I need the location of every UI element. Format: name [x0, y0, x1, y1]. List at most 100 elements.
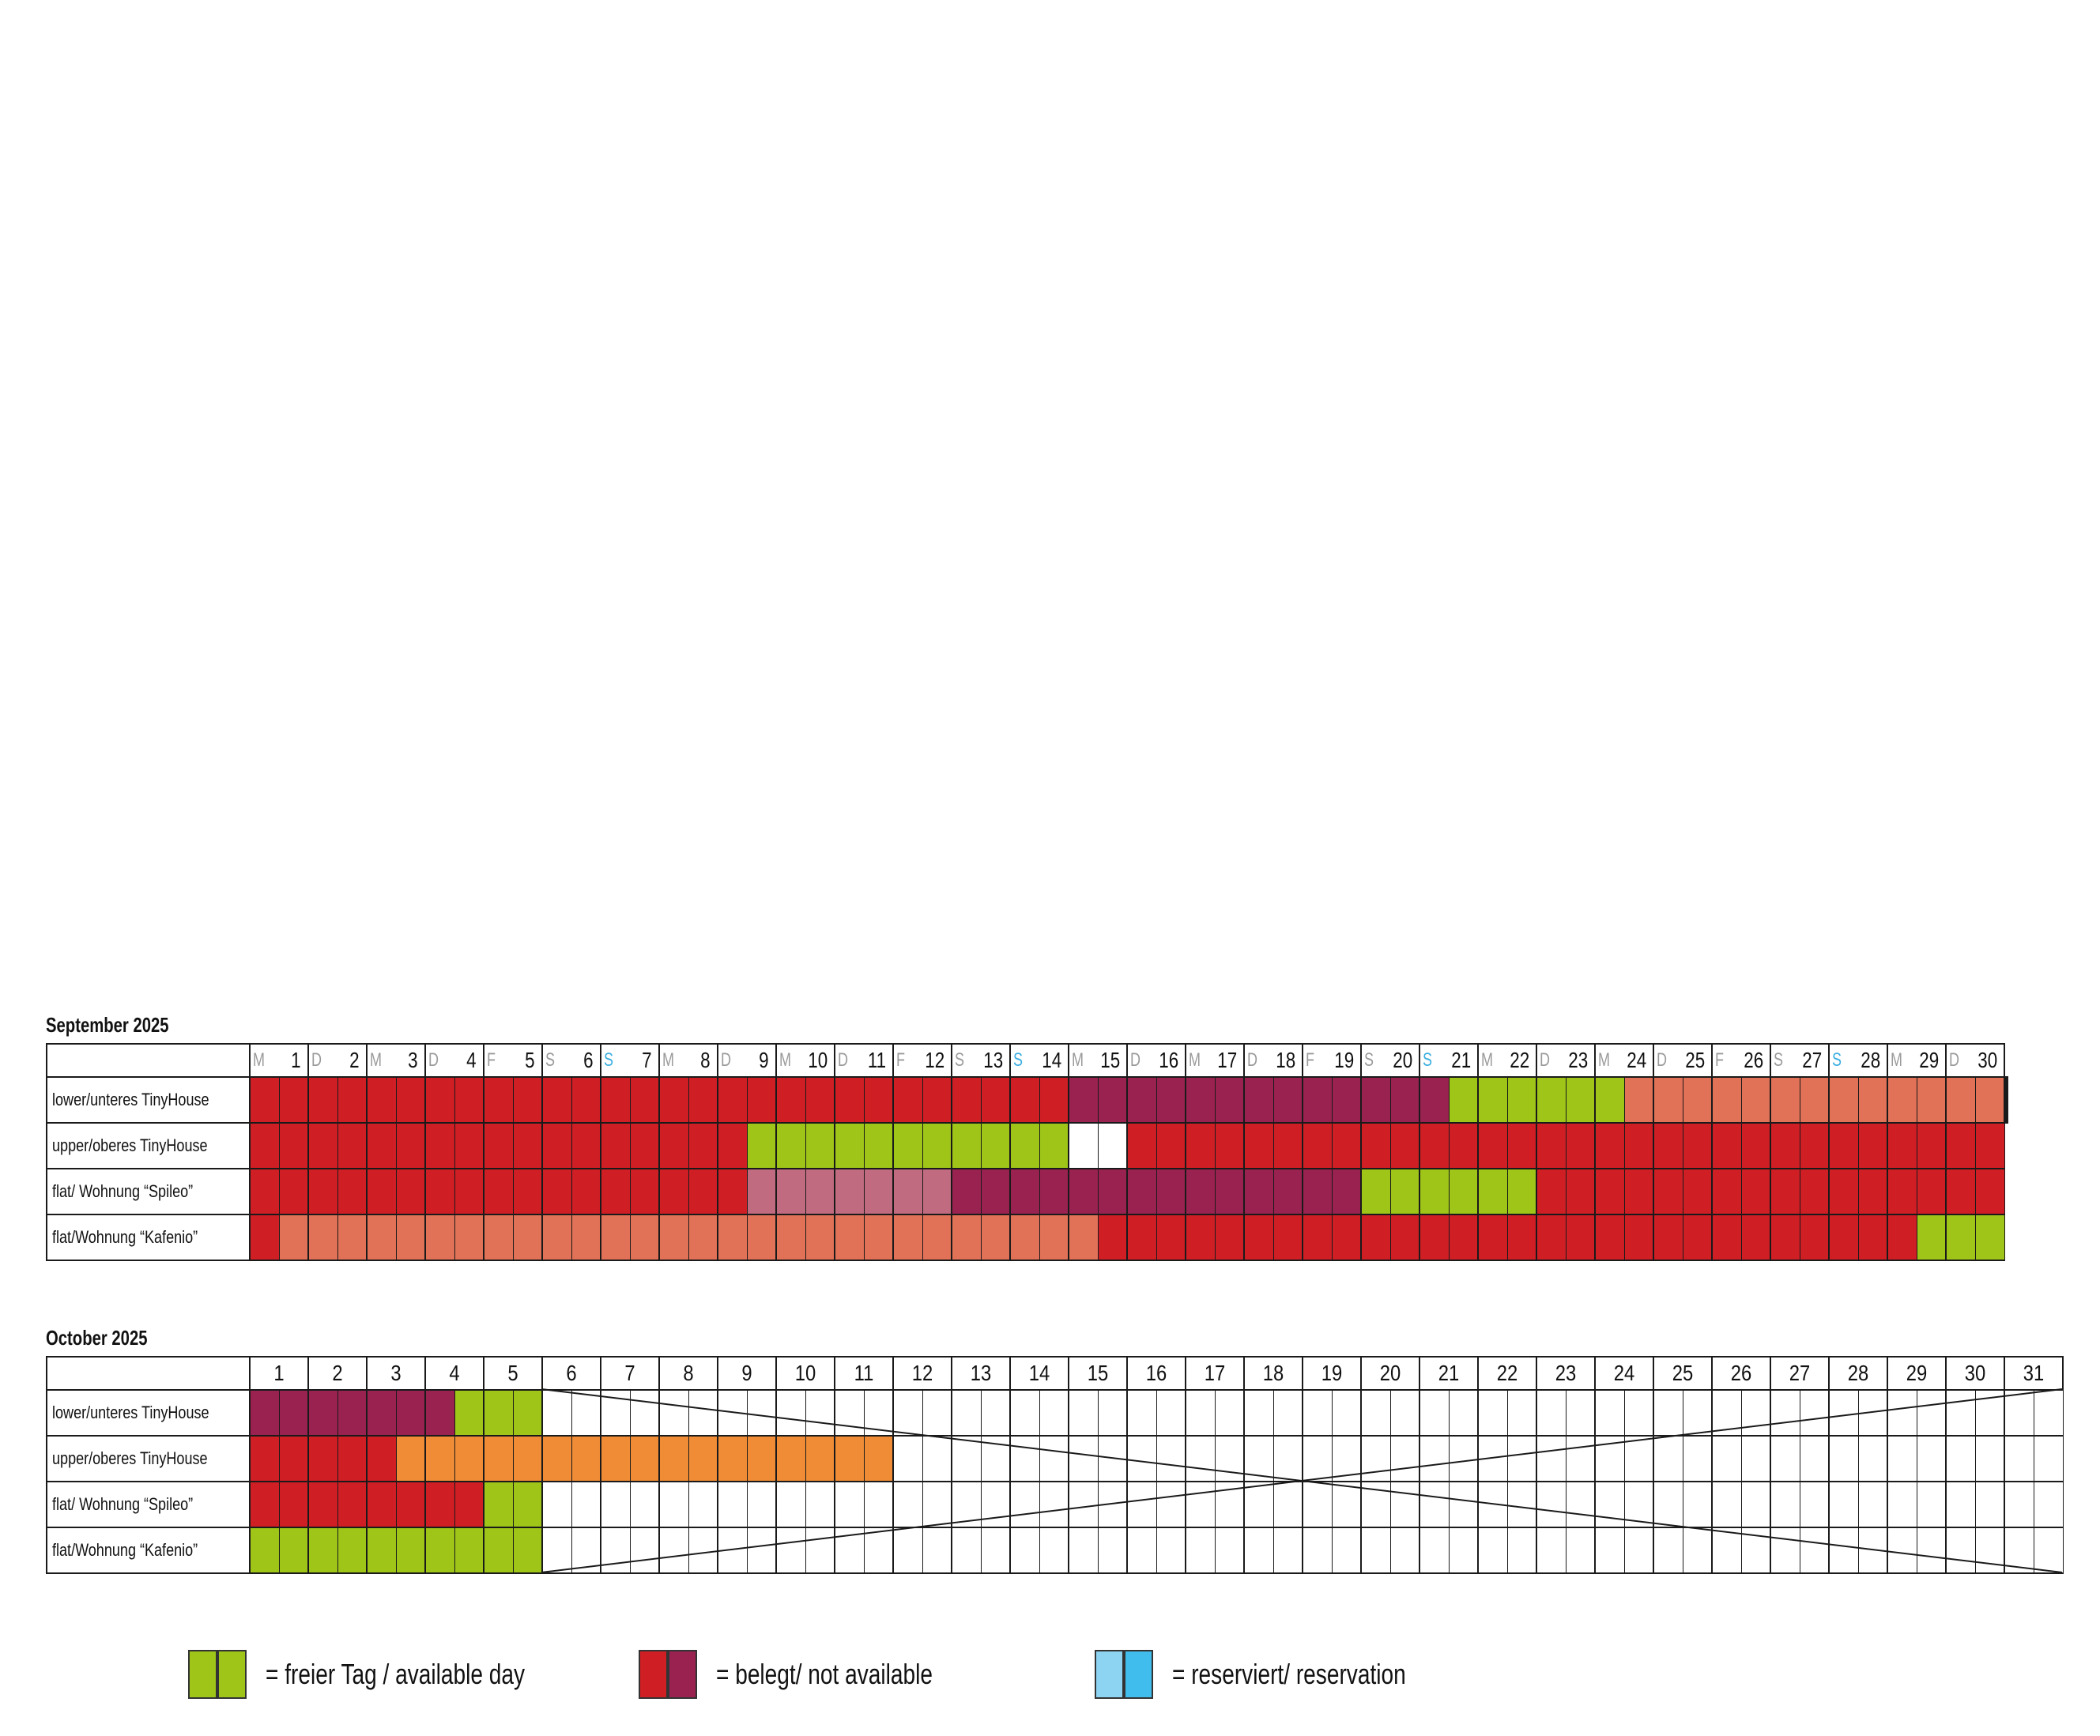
half-day-cell[interactable] [746, 1435, 777, 1482]
half-day-cell[interactable] [249, 1076, 280, 1124]
half-day-cell[interactable] [980, 1481, 1011, 1528]
half-day-cell[interactable] [1594, 1389, 1625, 1437]
half-day-cell[interactable] [1945, 1122, 1976, 1169]
half-day-cell[interactable] [1009, 1122, 1040, 1169]
half-day-cell[interactable] [1272, 1168, 1303, 1215]
half-day-cell[interactable] [454, 1481, 484, 1528]
half-day-cell[interactable] [1682, 1481, 1713, 1528]
half-day-cell[interactable] [1770, 1122, 1800, 1169]
half-day-cell[interactable] [307, 1122, 338, 1169]
half-day-cell[interactable] [1740, 1122, 1771, 1169]
half-day-cell[interactable] [249, 1527, 280, 1574]
half-day-cell[interactable] [658, 1076, 689, 1124]
half-day-cell[interactable] [1185, 1214, 1216, 1261]
half-day-cell[interactable] [1331, 1389, 1362, 1437]
half-day-cell[interactable] [1945, 1168, 1976, 1215]
half-day-cell[interactable] [1565, 1076, 1596, 1124]
half-day-cell[interactable] [658, 1481, 689, 1528]
half-day-cell[interactable] [337, 1168, 368, 1215]
half-day-cell[interactable] [1243, 1122, 1274, 1169]
half-day-cell[interactable] [892, 1168, 923, 1215]
half-day-cell[interactable] [1477, 1076, 1508, 1124]
half-day-cell[interactable] [1594, 1076, 1625, 1124]
half-day-cell[interactable] [805, 1389, 835, 1437]
half-day-cell[interactable] [1331, 1435, 1362, 1482]
half-day-cell[interactable] [1857, 1435, 1888, 1482]
half-day-cell[interactable] [1653, 1527, 1683, 1574]
half-day-cell[interactable] [922, 1076, 952, 1124]
half-day-cell[interactable] [1594, 1168, 1625, 1215]
half-day-cell[interactable] [1594, 1122, 1625, 1169]
half-day-cell[interactable] [366, 1481, 397, 1528]
half-day-cell[interactable] [1887, 1435, 1917, 1482]
half-day-cell[interactable] [1799, 1122, 1830, 1169]
half-day-cell[interactable] [1360, 1122, 1391, 1169]
half-day-cell[interactable] [2033, 1481, 2064, 1528]
half-day-cell[interactable] [1565, 1122, 1596, 1169]
half-day-cell[interactable] [658, 1168, 689, 1215]
half-day-cell[interactable] [512, 1481, 543, 1528]
half-day-cell[interactable] [571, 1389, 601, 1437]
half-day-cell[interactable] [1068, 1122, 1099, 1169]
half-day-cell[interactable] [1682, 1076, 1713, 1124]
half-day-cell[interactable] [337, 1435, 368, 1482]
half-day-cell[interactable] [512, 1214, 543, 1261]
half-day-cell[interactable] [1185, 1481, 1216, 1528]
half-day-cell[interactable] [951, 1481, 982, 1528]
half-day-cell[interactable] [1740, 1481, 1771, 1528]
half-day-cell[interactable] [2004, 1527, 2034, 1574]
half-day-cell[interactable] [922, 1389, 952, 1437]
half-day-cell[interactable] [1887, 1122, 1917, 1169]
half-day-cell[interactable] [1682, 1527, 1713, 1574]
half-day-cell[interactable] [1623, 1214, 1654, 1261]
half-day-cell[interactable] [1770, 1389, 1800, 1437]
half-day-cell[interactable] [834, 1076, 865, 1124]
half-day-cell[interactable] [1156, 1122, 1186, 1169]
half-day-cell[interactable] [2004, 1389, 2034, 1437]
half-day-cell[interactable] [1536, 1389, 1567, 1437]
half-day-cell[interactable] [1916, 1481, 1947, 1528]
half-day-cell[interactable] [571, 1122, 601, 1169]
half-day-cell[interactable] [1916, 1168, 1947, 1215]
half-day-cell[interactable] [541, 1076, 572, 1124]
half-day-cell[interactable] [1740, 1168, 1771, 1215]
half-day-cell[interactable] [1477, 1389, 1508, 1437]
half-day-cell[interactable] [307, 1389, 338, 1437]
half-day-cell[interactable] [1506, 1435, 1537, 1482]
half-day-cell[interactable] [922, 1435, 952, 1482]
half-day-cell[interactable] [1506, 1168, 1537, 1215]
half-day-cell[interactable] [1243, 1168, 1274, 1215]
half-day-cell[interactable] [1711, 1389, 1742, 1437]
half-day-cell[interactable] [1214, 1214, 1245, 1261]
half-day-cell[interactable] [863, 1076, 894, 1124]
half-day-cell[interactable] [863, 1122, 894, 1169]
half-day-cell[interactable] [1302, 1122, 1333, 1169]
half-day-cell[interactable] [746, 1168, 777, 1215]
half-day-cell[interactable] [688, 1481, 718, 1528]
half-day-cell[interactable] [1536, 1214, 1567, 1261]
half-day-cell[interactable] [395, 1168, 426, 1215]
half-day-cell[interactable] [1653, 1389, 1683, 1437]
half-day-cell[interactable] [600, 1076, 631, 1124]
half-day-cell[interactable] [892, 1435, 923, 1482]
half-day-cell[interactable] [1243, 1214, 1274, 1261]
half-day-cell[interactable] [424, 1389, 455, 1437]
half-day-cell[interactable] [1887, 1389, 1917, 1437]
half-day-cell[interactable] [1389, 1389, 1420, 1437]
half-day-cell[interactable] [1331, 1481, 1362, 1528]
half-day-cell[interactable] [454, 1214, 484, 1261]
half-day-cell[interactable] [1009, 1481, 1040, 1528]
half-day-cell[interactable] [1799, 1076, 1830, 1124]
half-day-cell[interactable] [922, 1122, 952, 1169]
half-day-cell[interactable] [922, 1527, 952, 1574]
half-day-cell[interactable] [1945, 1527, 1976, 1574]
half-day-cell[interactable] [1302, 1481, 1333, 1528]
half-day-cell[interactable] [805, 1435, 835, 1482]
half-day-cell[interactable] [1068, 1527, 1099, 1574]
half-day-cell[interactable] [1360, 1481, 1391, 1528]
half-day-cell[interactable] [1360, 1214, 1391, 1261]
half-day-cell[interactable] [1448, 1389, 1479, 1437]
half-day-cell[interactable] [600, 1389, 631, 1437]
half-day-cell[interactable] [1331, 1527, 1362, 1574]
half-day-cell[interactable] [1974, 1168, 2005, 1215]
